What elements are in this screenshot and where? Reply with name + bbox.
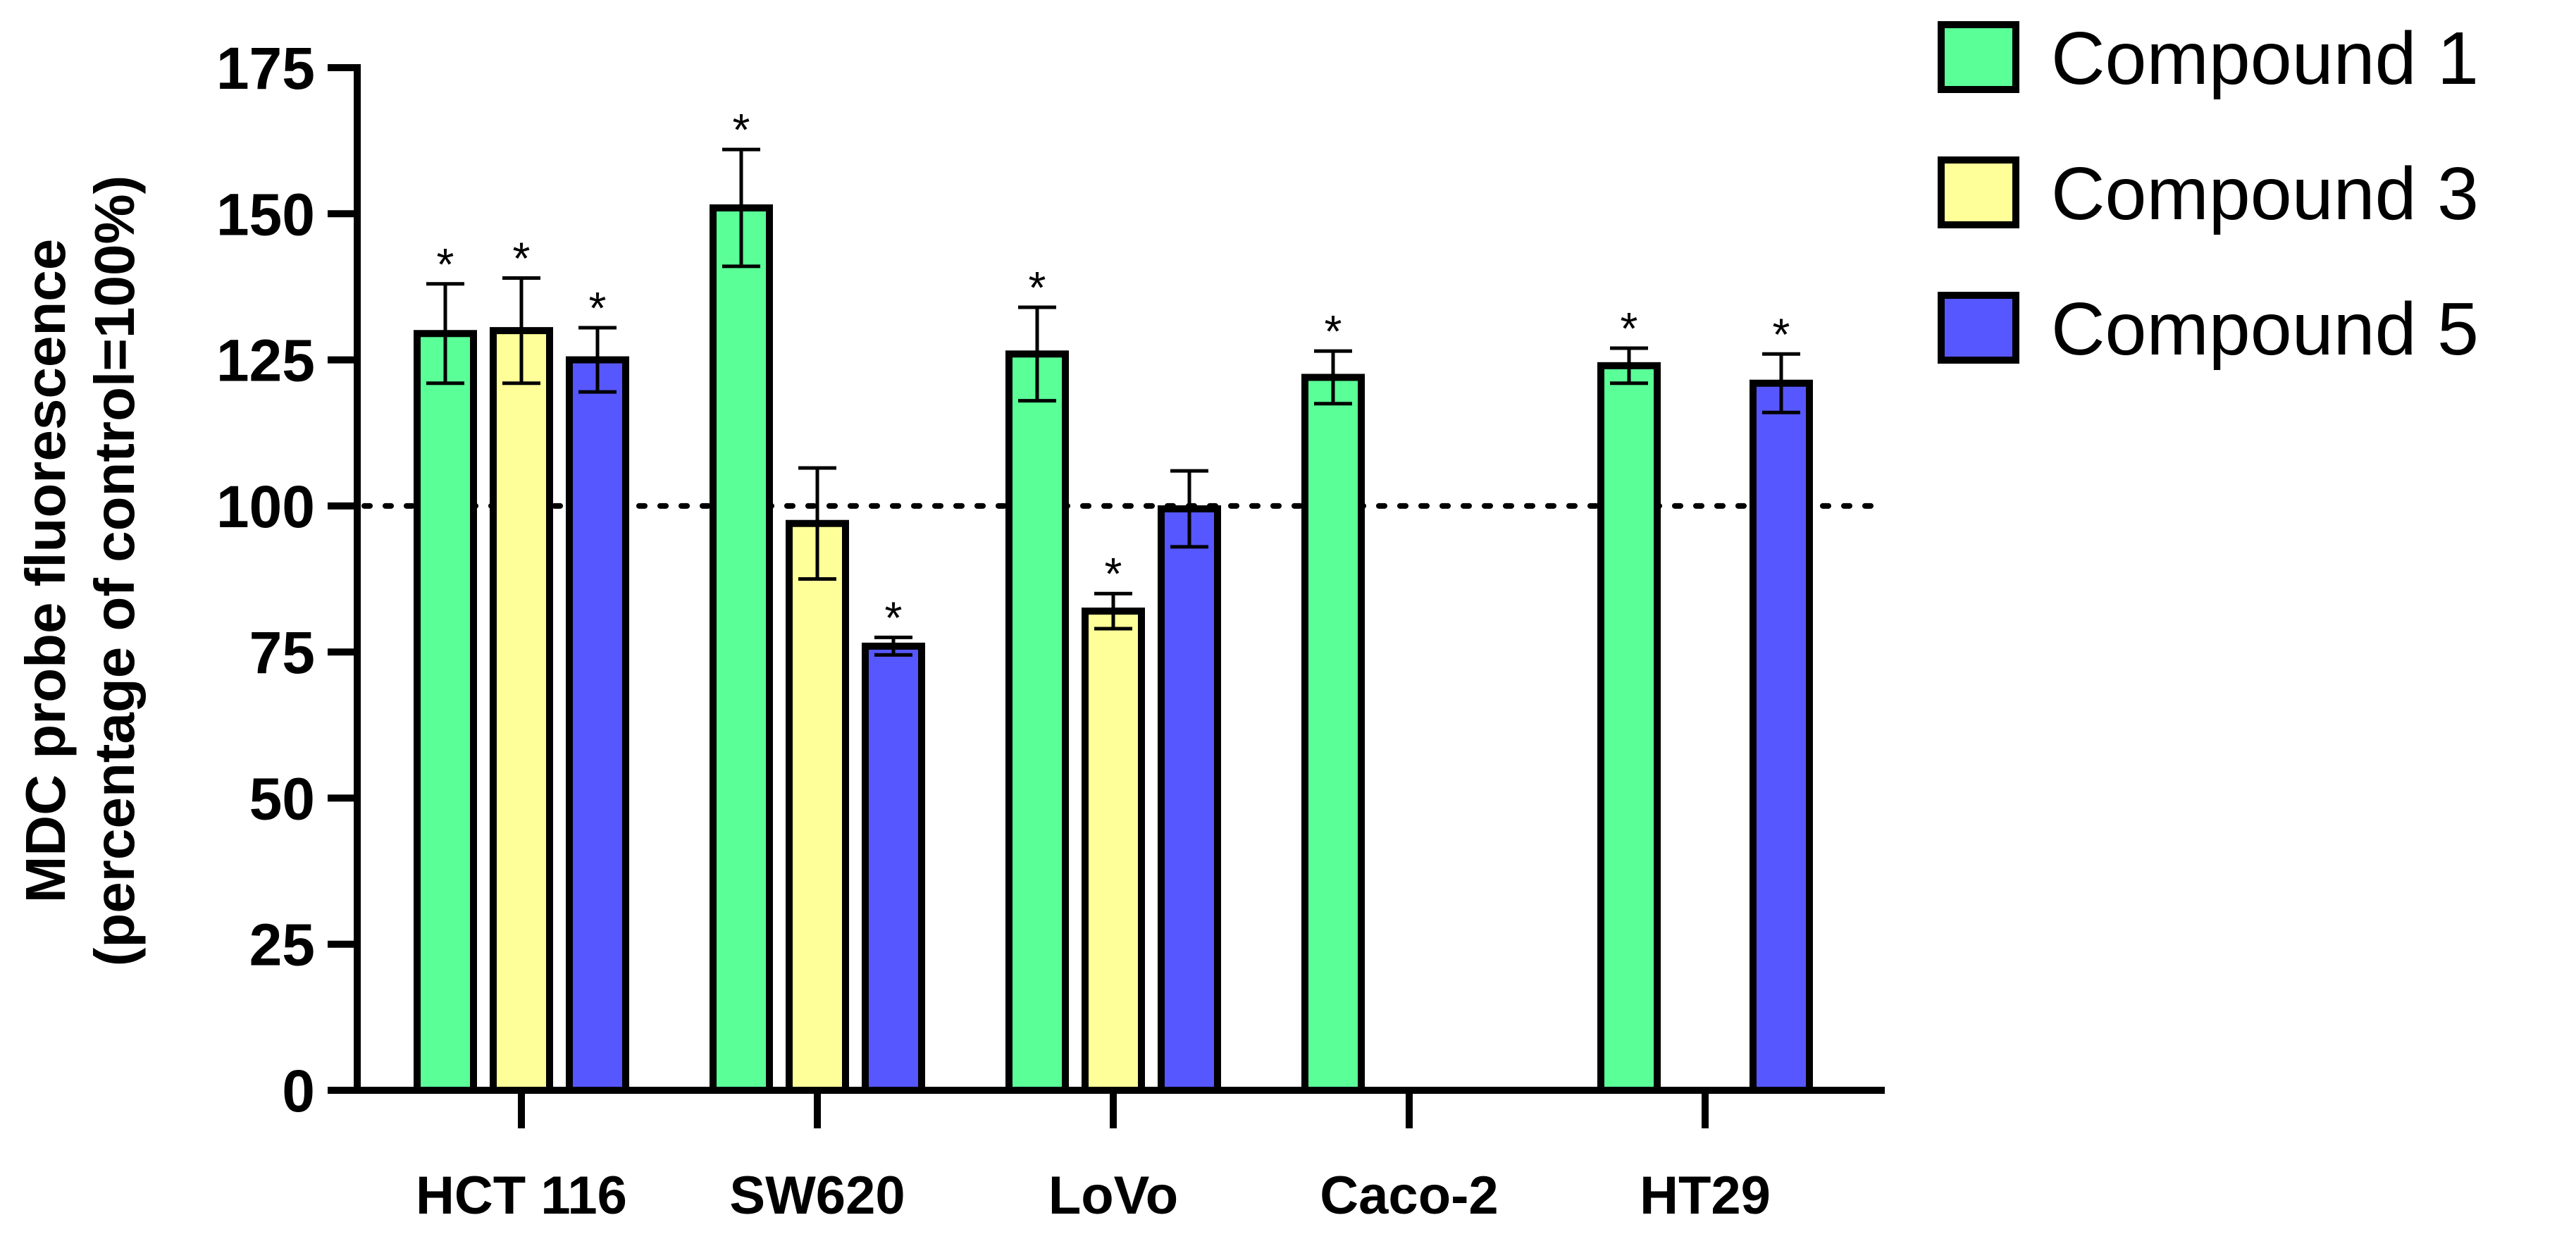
bar-compound-1-caco-2: [1301, 374, 1365, 1094]
legend-label-compound-5: Compound 5: [2051, 288, 2479, 371]
y-tick-label-0: 0: [282, 1058, 315, 1124]
y-tick-label-25: 25: [249, 912, 315, 978]
y-tick-label-75: 75: [249, 620, 315, 686]
x-tick-label-sw620: SW620: [729, 1166, 905, 1226]
bar-compound-5-lovo: [1158, 505, 1221, 1094]
significance-star-compound-5-ht29: *: [1773, 309, 1790, 359]
bar-compound-3-lovo: [1082, 608, 1145, 1094]
axes-layer: 0 25 50 75 100 125 150 175 HCT 116 SW620 LoVo Caco-…: [216, 35, 1885, 1226]
y-tick-label-100: 100: [216, 474, 315, 540]
significance-star-compound-1-caco-2: *: [1325, 306, 1342, 357]
significance-star-compound-1-hct-116: *: [437, 239, 454, 290]
legend-swatch-compound-3: [1938, 156, 2019, 228]
y-tick-label-50: 50: [249, 765, 315, 832]
bar-compound-1-ht29: [1597, 362, 1661, 1094]
significance-star-compound-1-ht29: *: [1621, 303, 1638, 354]
significance-star-compound-3-lovo: *: [1105, 548, 1122, 599]
legend-label-compound-1: Compound 1: [2051, 17, 2479, 100]
significance-star-compound-5-hct-116: *: [589, 283, 607, 333]
significance-star-compound-3-hct-116: *: [513, 233, 531, 283]
bar-compound-1-sw620: [710, 204, 773, 1095]
y-tick-label-175: 175: [216, 35, 315, 101]
legend-swatch-compound-1: [1938, 21, 2019, 93]
legend-swatch-compound-5: [1938, 292, 2019, 364]
significance-star-compound-5-sw620: *: [885, 592, 903, 643]
significance-star-compound-1-lovo: *: [1029, 262, 1046, 313]
x-tick-label-lovo: LoVo: [1048, 1166, 1178, 1226]
y-tick-label-125: 125: [216, 328, 315, 394]
bar-compound-5-hct-116: [566, 356, 629, 1095]
bars-layer: * * * * * * * * * *: [414, 104, 1813, 1095]
legend-label-compound-3: Compound 3: [2051, 152, 2479, 235]
bar-compound-1-hct-116: [414, 330, 477, 1094]
y-axis-title-line-1: MDC probe fluorescence: [14, 239, 77, 903]
x-tick-label-ht29: HT29: [1640, 1166, 1771, 1226]
y-tick-label-150: 150: [216, 181, 315, 247]
bar-compound-1-lovo: [1005, 350, 1069, 1094]
bar-compound-5-ht29: [1750, 379, 1813, 1094]
legend: Compound 1 Compound 3 Compound 5: [1938, 17, 2479, 371]
x-tick-label-hct-116: HCT 116: [416, 1166, 627, 1226]
x-tick-label-caco-2: Caco-2: [1320, 1166, 1498, 1226]
bar-compound-3-hct-116: [490, 327, 553, 1095]
significance-star-compound-1-sw620: *: [733, 104, 750, 155]
y-axis-title: MDC probe fluorescence (percentage of co…: [14, 175, 146, 967]
y-axis-title-line-2: (percentage of control=100%): [83, 175, 146, 967]
bar-compound-3-sw620: [786, 519, 849, 1094]
bar-compound-5-sw620: [862, 642, 925, 1094]
